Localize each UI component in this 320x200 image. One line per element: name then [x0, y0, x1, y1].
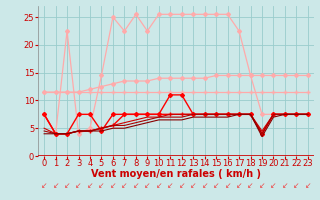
Text: ↙: ↙ — [144, 181, 150, 190]
Text: ↙: ↙ — [179, 181, 185, 190]
Text: ↙: ↙ — [87, 181, 93, 190]
Text: ↙: ↙ — [64, 181, 70, 190]
Text: ↙: ↙ — [236, 181, 242, 190]
X-axis label: Vent moyen/en rafales ( km/h ): Vent moyen/en rafales ( km/h ) — [91, 169, 261, 179]
Text: ↙: ↙ — [98, 181, 105, 190]
Text: ↙: ↙ — [133, 181, 139, 190]
Text: ↙: ↙ — [41, 181, 47, 190]
Text: ↙: ↙ — [52, 181, 59, 190]
Text: ↙: ↙ — [167, 181, 173, 190]
Text: ↙: ↙ — [121, 181, 128, 190]
Text: ↙: ↙ — [224, 181, 231, 190]
Text: ↙: ↙ — [213, 181, 219, 190]
Text: ↙: ↙ — [75, 181, 82, 190]
Text: ↙: ↙ — [305, 181, 311, 190]
Text: ↙: ↙ — [282, 181, 288, 190]
Text: ↙: ↙ — [190, 181, 196, 190]
Text: ↙: ↙ — [270, 181, 277, 190]
Text: ↙: ↙ — [202, 181, 208, 190]
Text: ↙: ↙ — [110, 181, 116, 190]
Text: ↙: ↙ — [293, 181, 300, 190]
Text: ↙: ↙ — [247, 181, 254, 190]
Text: ↙: ↙ — [156, 181, 162, 190]
Text: ↙: ↙ — [259, 181, 265, 190]
